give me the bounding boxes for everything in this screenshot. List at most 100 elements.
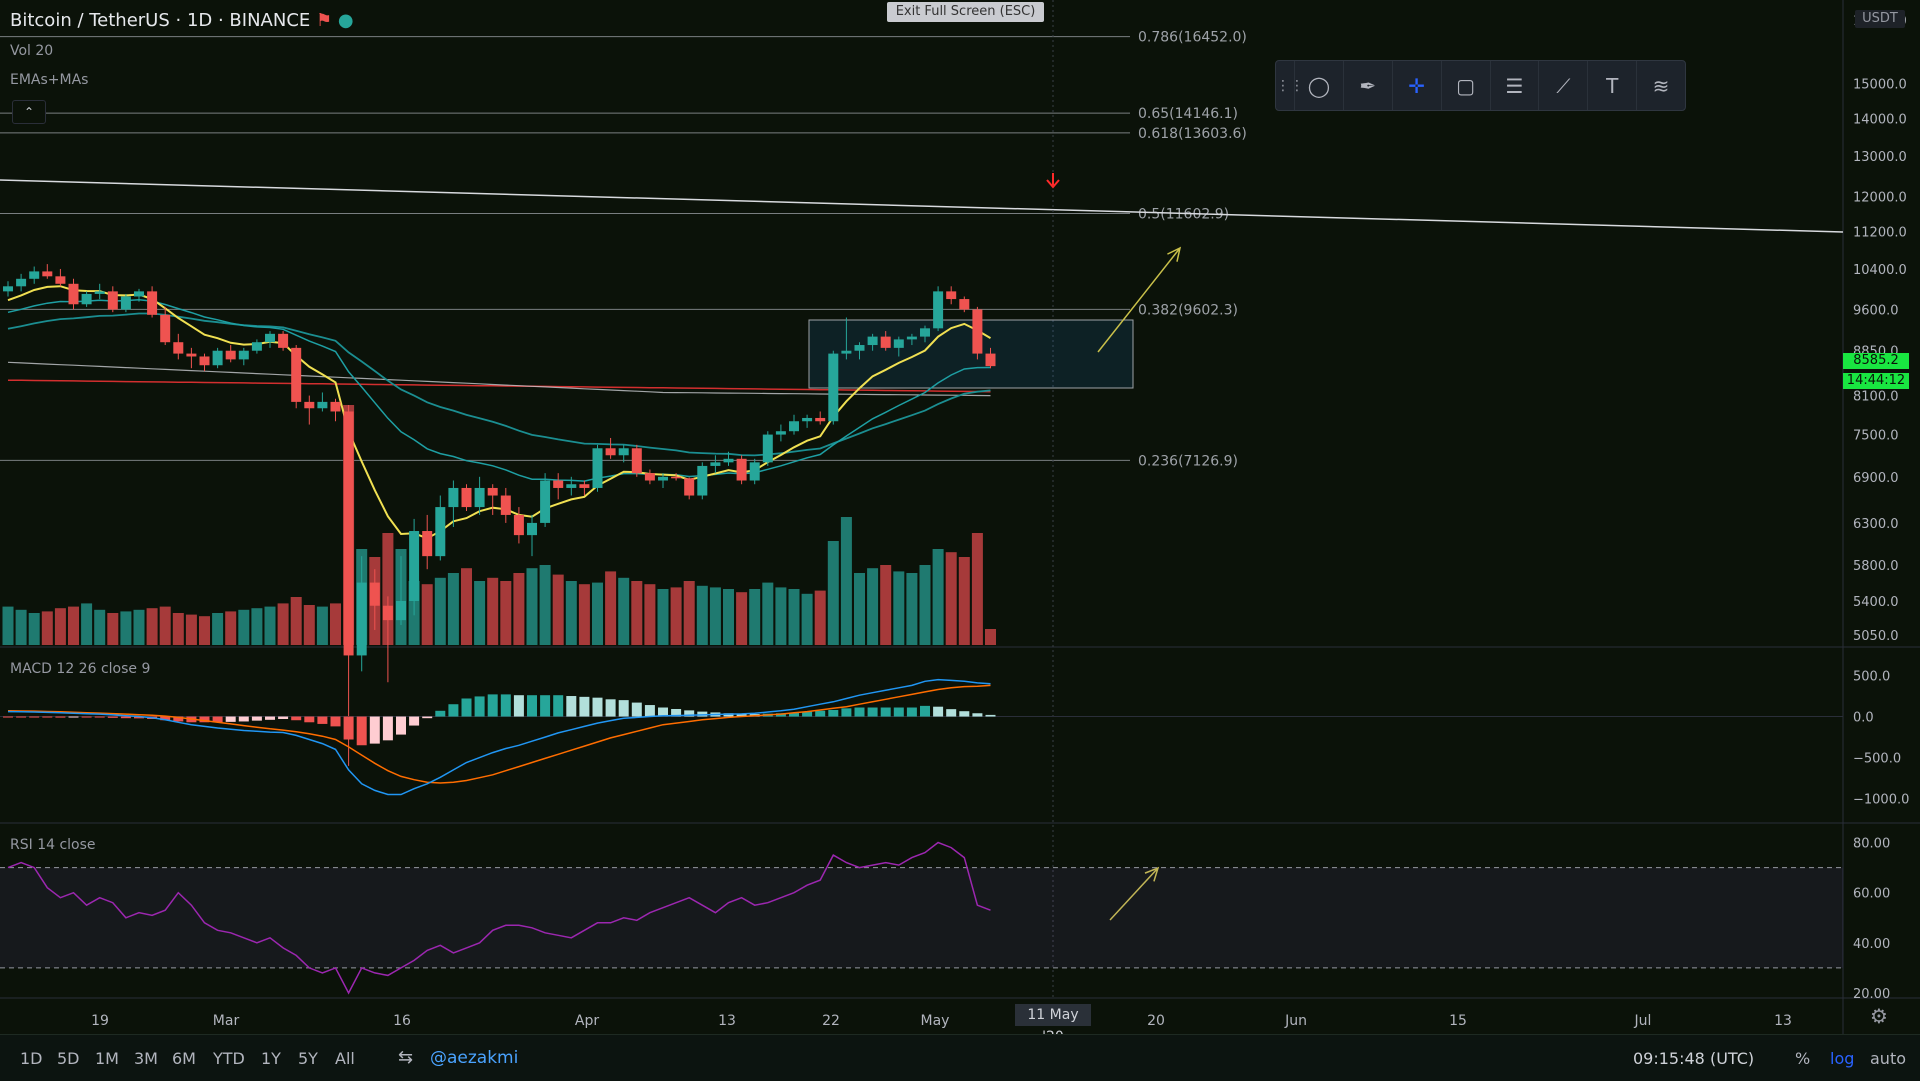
candle-body: [330, 401, 341, 412]
down-arrow-marker: [1046, 173, 1060, 189]
timeframe-6m[interactable]: 6M: [172, 1049, 196, 1068]
timeframe-3m[interactable]: 3M: [134, 1049, 158, 1068]
volume-bar: [107, 613, 119, 645]
candle-body: [251, 342, 262, 351]
candle-body: [147, 291, 158, 315]
gear-icon[interactable]: ⚙: [1870, 1004, 1888, 1028]
macd-histogram-bar: [396, 716, 406, 735]
candle-body: [369, 582, 380, 606]
rectangle-icon[interactable]: ▢: [1440, 61, 1490, 110]
macd-histogram-bar: [94, 716, 105, 718]
collapse-legend-button[interactable]: ⌃: [12, 100, 46, 124]
candle-body: [749, 462, 760, 481]
time-axis-tick: Mar: [213, 1013, 240, 1029]
candle-body: [396, 601, 406, 621]
crosshair-icon[interactable]: ✛: [1391, 61, 1441, 110]
macd-histogram-bar: [330, 716, 341, 727]
grip-icon[interactable]: ⋮⋮: [1276, 77, 1304, 94]
candle-body: [592, 448, 603, 488]
text-icon[interactable]: T: [1587, 61, 1636, 110]
candle-body: [461, 487, 472, 508]
volume-bar: [578, 584, 590, 645]
time-axis-tick: 15: [1449, 1013, 1467, 1029]
drawing-toolbar: ⋮⋮ ◯ ✒ ✛ ▢ ☰ ⟋ T ≋: [1275, 60, 1686, 111]
timeframe-1y[interactable]: 1Y: [261, 1049, 281, 1068]
ema-legend[interactable]: EMAs+MAs: [10, 72, 89, 88]
macd-histogram-bar: [513, 695, 524, 717]
candle-body: [291, 347, 302, 402]
volume-bar: [945, 552, 957, 645]
macd-histogram-bar: [605, 699, 616, 717]
time-axis-tick: Jul: [1634, 1013, 1652, 1029]
volume-legend[interactable]: Vol 20: [10, 43, 54, 59]
author-handle[interactable]: @aezakmi: [430, 1048, 519, 1068]
price-axis-tick: 15000.0: [1853, 77, 1907, 92]
price-axis-tick: 9600.0: [1853, 304, 1899, 319]
auto-scale-toggle[interactable]: auto: [1870, 1049, 1907, 1068]
volume-bar: [316, 606, 328, 645]
timeframe-1m[interactable]: 1M: [95, 1049, 119, 1068]
volume-bar: [906, 573, 918, 645]
lasso-icon[interactable]: ◯: [1294, 61, 1343, 110]
macd-histogram-bar: [356, 716, 367, 746]
volume-bar: [303, 605, 315, 645]
trendline-icon[interactable]: ⟋: [1538, 61, 1587, 110]
candle-body: [55, 276, 66, 284]
candle-body: [107, 291, 118, 310]
rsi-legend[interactable]: RSI 14 close: [10, 837, 96, 853]
macd-histogram-bar: [527, 695, 537, 717]
symbol-title[interactable]: Bitcoin / TetherUS · 1D · BINANCE ⚑ ●: [10, 10, 354, 31]
macd-histogram-bar: [618, 700, 629, 717]
candle-body: [94, 291, 105, 294]
timeframe-1d[interactable]: 1D: [20, 1049, 43, 1068]
timeframe-all[interactable]: All: [335, 1049, 355, 1068]
volume-bar: [277, 603, 289, 645]
volume-bar: [251, 608, 263, 645]
price-axis-tick: 5050.0: [1853, 629, 1899, 644]
time-axis-tick: May: [921, 1013, 950, 1029]
candle-body: [81, 293, 92, 305]
macd-histogram-bar: [553, 695, 564, 717]
timeframe-ytd[interactable]: YTD: [213, 1049, 245, 1068]
volume-bar: [238, 609, 250, 645]
live-status-icon: ●: [337, 10, 354, 31]
compare-icon[interactable]: ⇆: [398, 1047, 414, 1068]
macd-histogram-bar: [487, 694, 498, 717]
volume-bar: [880, 565, 892, 645]
candle-body: [173, 342, 184, 354]
volume-bar: [28, 613, 40, 645]
utc-clock[interactable]: 09:15:48 (UTC): [1633, 1049, 1755, 1068]
volume-bar: [146, 608, 158, 645]
candle-body: [684, 478, 695, 496]
exit-fullscreen-button[interactable]: Exit Full Screen (ESC): [887, 2, 1044, 22]
projection-arrow-price-head: [1167, 246, 1182, 262]
candle-body: [343, 411, 354, 656]
timeframe-5y[interactable]: 5Y: [298, 1049, 318, 1068]
candle-body: [160, 314, 171, 343]
fib-lines-icon[interactable]: ☰: [1489, 61, 1539, 110]
timeframe-5d[interactable]: 5D: [57, 1049, 80, 1068]
price-axis-tick: 11200.0: [1853, 225, 1907, 240]
volume-bar: [264, 606, 276, 645]
bar-countdown-tag: 14:44:12: [1843, 373, 1909, 389]
volume-bar: [290, 597, 302, 645]
candle-body: [16, 278, 27, 287]
macd-histogram-bar: [68, 716, 79, 718]
candle-body: [579, 484, 590, 488]
volume-bar: [81, 603, 93, 645]
candle-body: [854, 345, 865, 351]
flag-icon[interactable]: ⚑: [316, 10, 333, 31]
volume-bar: [487, 577, 499, 645]
candle-body: [566, 484, 577, 488]
candle-body: [736, 458, 747, 481]
volume-bar: [670, 587, 682, 645]
macd-histogram-bar: [120, 716, 131, 719]
log-scale-toggle[interactable]: log: [1830, 1049, 1855, 1068]
brush-icon[interactable]: ✒: [1342, 61, 1392, 110]
percent-scale-toggle[interactable]: %: [1795, 1049, 1811, 1068]
currency-label[interactable]: USDT: [1855, 10, 1905, 28]
candle-body: [68, 283, 79, 305]
macd-legend[interactable]: MACD 12 26 close 9: [10, 661, 151, 677]
pattern-icon[interactable]: ≋: [1636, 61, 1685, 110]
